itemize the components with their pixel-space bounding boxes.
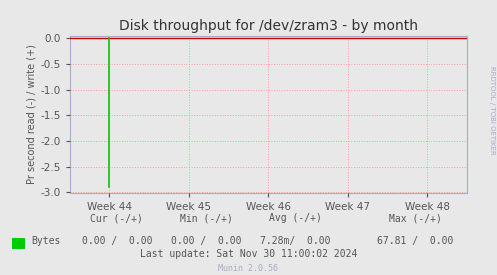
Text: 0.00 /  0.00: 0.00 / 0.00 (171, 236, 242, 246)
Text: Cur (-/+): Cur (-/+) (90, 213, 143, 223)
Text: 67.81 /  0.00: 67.81 / 0.00 (377, 236, 453, 246)
Text: Bytes: Bytes (31, 236, 60, 246)
Text: RRDTOOL / TOBI OETIKER: RRDTOOL / TOBI OETIKER (489, 66, 495, 154)
Text: Max (-/+): Max (-/+) (389, 213, 441, 223)
Y-axis label: Pr second read (-) / write (+): Pr second read (-) / write (+) (26, 44, 36, 184)
Text: Avg (-/+): Avg (-/+) (269, 213, 322, 223)
Title: Disk throughput for /dev/zram3 - by month: Disk throughput for /dev/zram3 - by mont… (119, 19, 418, 33)
Text: Min (-/+): Min (-/+) (180, 213, 233, 223)
Text: Last update: Sat Nov 30 11:00:02 2024: Last update: Sat Nov 30 11:00:02 2024 (140, 249, 357, 259)
Text: 7.28m/  0.00: 7.28m/ 0.00 (260, 236, 331, 246)
Text: Munin 2.0.56: Munin 2.0.56 (219, 264, 278, 273)
Text: 0.00 /  0.00: 0.00 / 0.00 (82, 236, 152, 246)
